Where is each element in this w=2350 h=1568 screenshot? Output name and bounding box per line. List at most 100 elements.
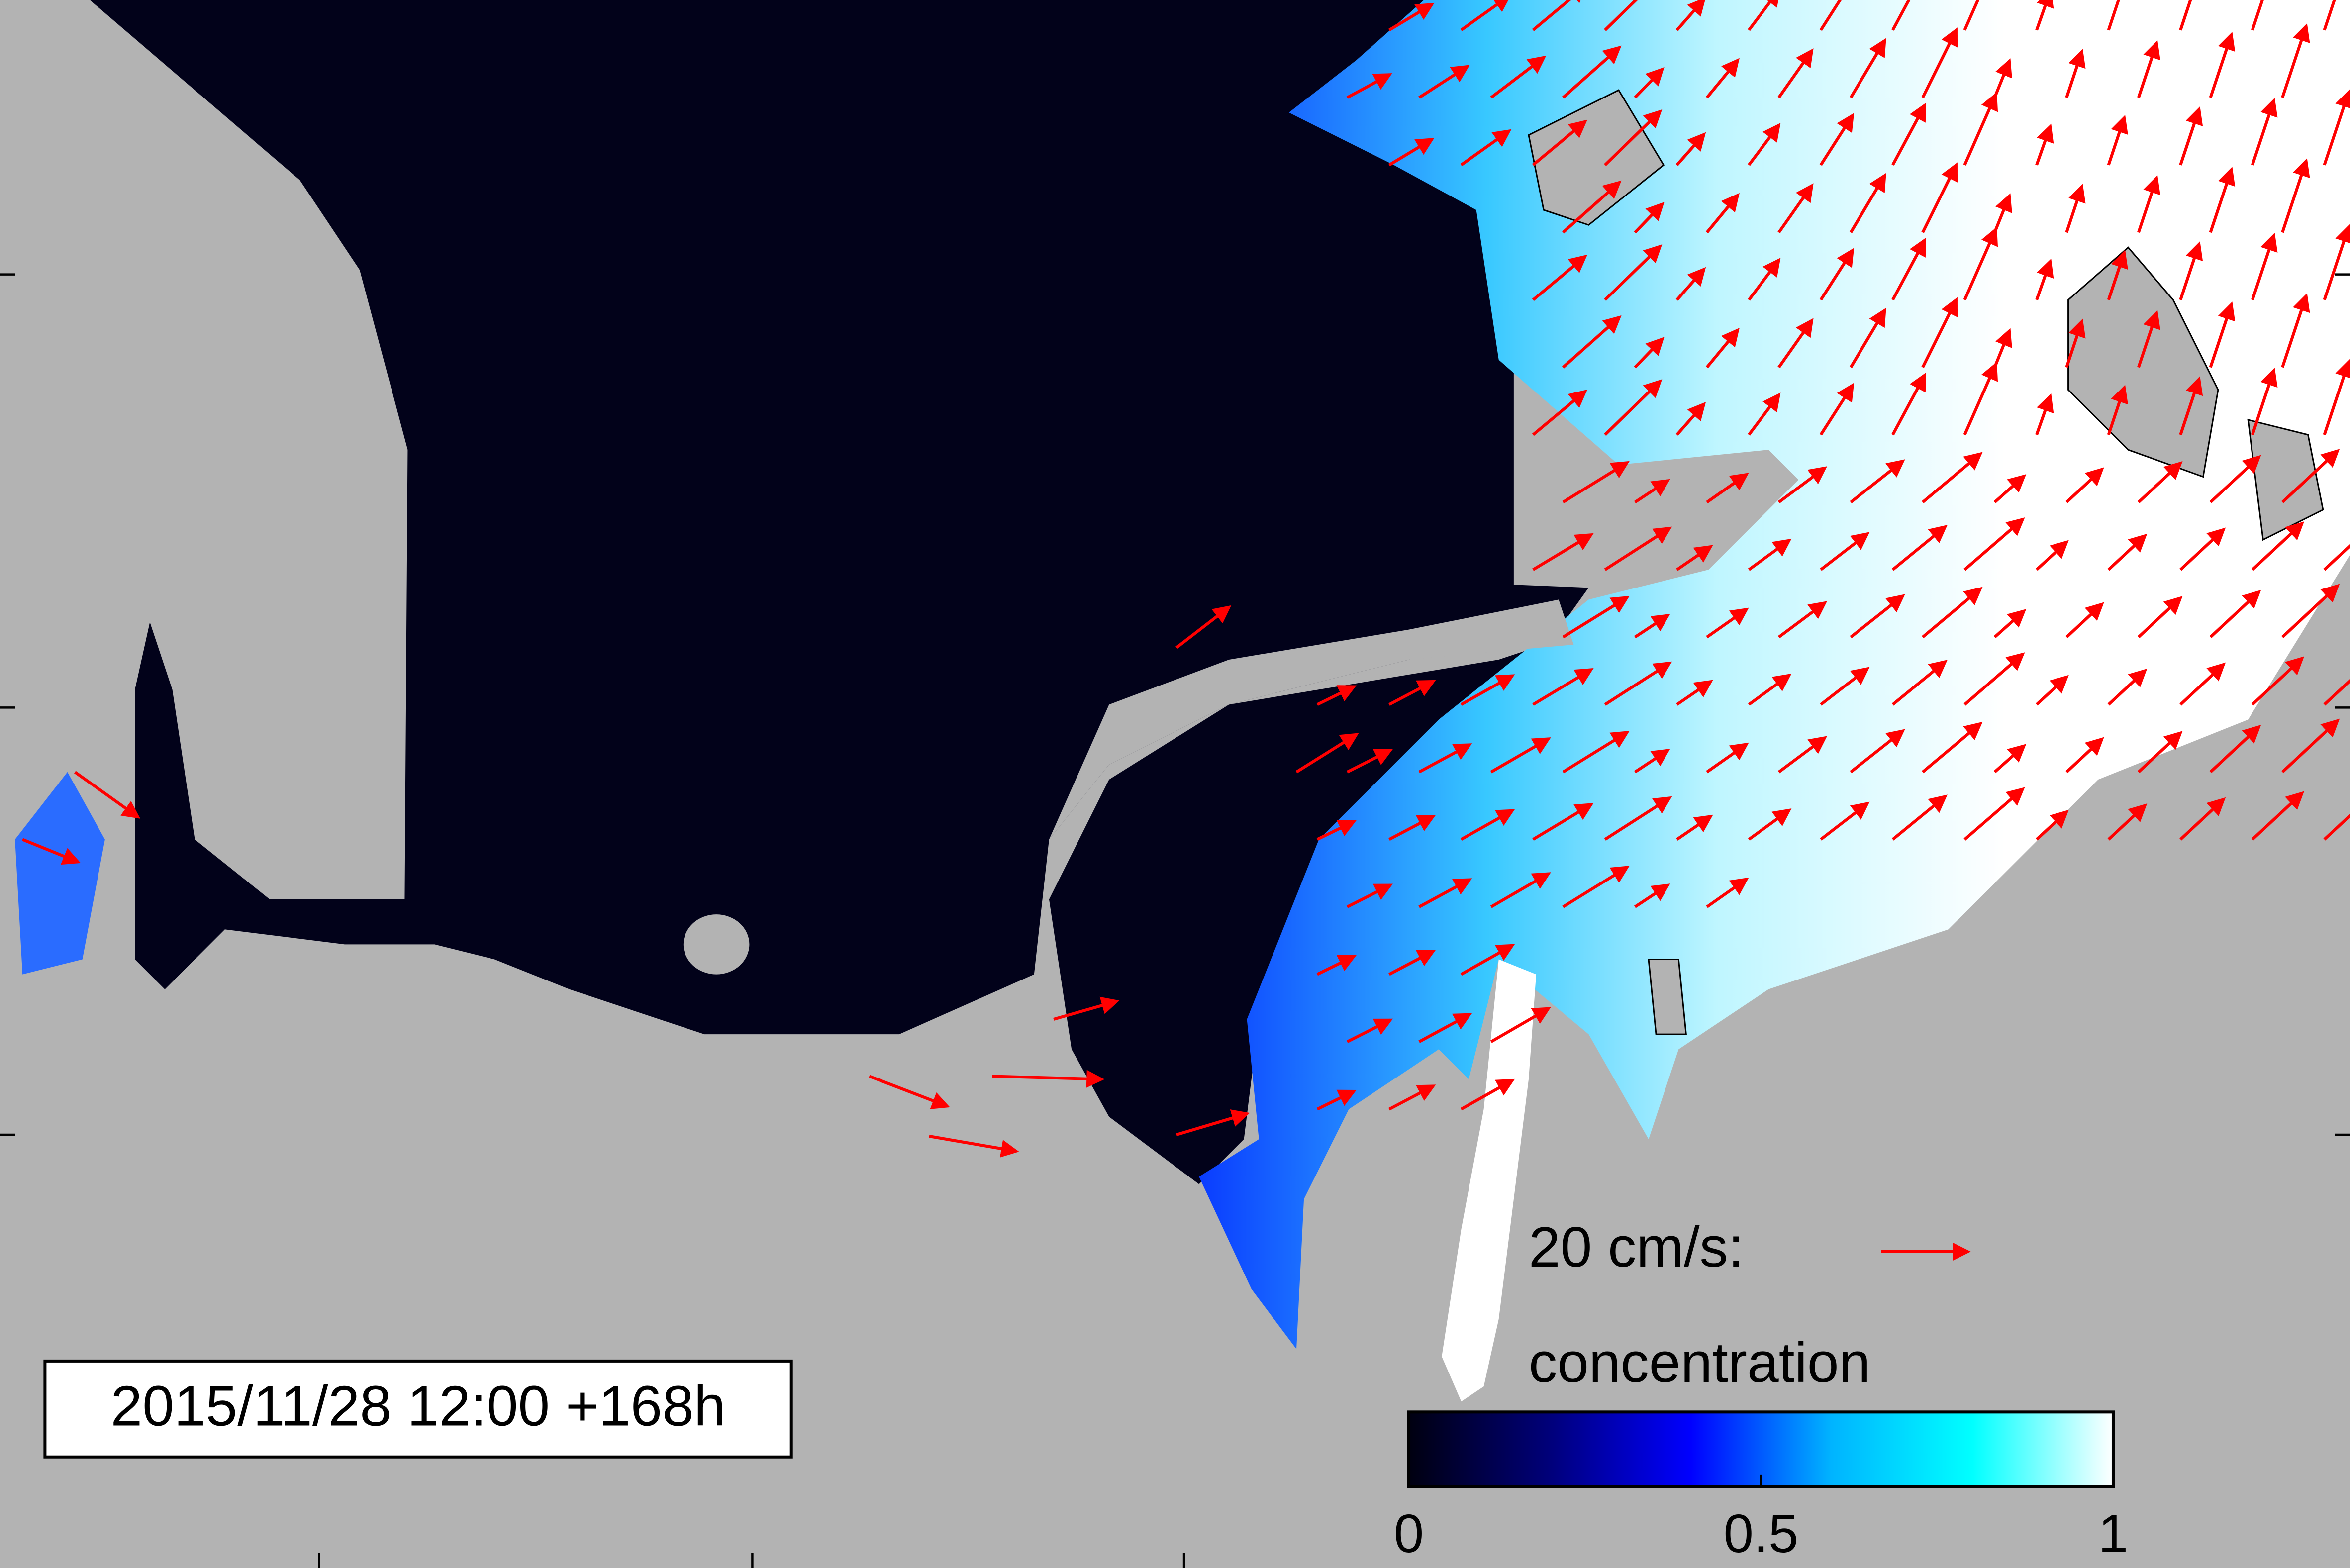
current-arrow <box>1418 743 1472 774</box>
current-arrow <box>1748 392 1781 436</box>
current-arrows <box>22 0 2350 1158</box>
current-arrow <box>1922 452 1983 503</box>
current-arrow <box>1532 119 1588 167</box>
current-arrow <box>1850 729 1905 774</box>
current-arrow <box>1819 0 1842 31</box>
current-arrow <box>2251 791 2304 841</box>
current-arrow <box>2281 718 2340 774</box>
current-arrow <box>1778 736 1827 774</box>
current-arrow <box>2179 376 2203 435</box>
island <box>1528 89 1665 226</box>
current-arrow <box>1706 742 1749 774</box>
current-arrow <box>1490 1007 1551 1043</box>
current-arrow <box>1418 878 1472 908</box>
current-arrow <box>1634 337 1665 369</box>
current-arrow <box>1604 109 1663 166</box>
current-arrow <box>1634 202 1665 234</box>
current-arrow <box>1820 532 1870 571</box>
current-arrow <box>2251 368 2278 435</box>
current-arrow <box>1778 466 1827 504</box>
current-arrow <box>1295 733 1359 774</box>
current-arrow <box>1562 596 1630 639</box>
current-arrow <box>1705 193 1740 234</box>
colorbar-tick-label: 1 <box>2098 1503 2128 1564</box>
current-arrow <box>2323 544 2350 571</box>
current-arrow <box>2251 0 2264 31</box>
current-arrow <box>1705 58 1740 99</box>
current-arrow <box>2035 0 2054 31</box>
current-arrow <box>1850 459 1905 503</box>
current-arrow <box>2323 813 2350 841</box>
island <box>2067 246 2219 478</box>
island <box>1648 958 1687 1035</box>
current-arrow <box>1460 674 1515 706</box>
colorbar-ticks: 0 0.5 1 <box>1394 1474 2128 1564</box>
current-arrow <box>1675 267 1706 301</box>
current-arrow <box>2281 23 2310 98</box>
current-arrow <box>1963 227 1998 301</box>
current-arrow <box>1963 652 2025 706</box>
current-arrow <box>2065 49 2086 98</box>
current-arrow <box>2323 89 2350 166</box>
current-arrow <box>2137 596 2183 638</box>
current-arrow <box>1316 685 1357 706</box>
current-arrow <box>1562 45 1622 99</box>
current-arrow <box>2281 158 2310 233</box>
current-arrow <box>1850 594 1905 639</box>
current-arrow <box>1748 0 1781 31</box>
current-arrow <box>1675 132 1706 166</box>
current-arrow <box>1891 372 1927 436</box>
current-arrow <box>1891 0 1911 31</box>
current-arrow <box>2251 98 2278 166</box>
current-arrow <box>1706 877 1749 908</box>
current-arrow <box>1963 0 1980 31</box>
current-arrow <box>2179 797 2226 841</box>
west-ice <box>15 772 105 975</box>
current-arrow <box>1460 1078 1515 1111</box>
current-arrow <box>2107 803 2148 841</box>
current-arrow <box>1460 129 1512 167</box>
current-arrow <box>2209 455 2261 503</box>
current-arrow <box>1676 814 1713 841</box>
current-arrow <box>2107 385 2128 435</box>
current-arrow <box>1675 401 1706 436</box>
current-arrow <box>2035 393 2054 436</box>
current-arrow <box>2281 449 2340 503</box>
current-arrow <box>1346 1018 1393 1043</box>
current-arrow <box>1748 538 1792 571</box>
current-arrow <box>1705 327 1740 369</box>
current-arrow <box>1388 1084 1436 1111</box>
current-arrow <box>1604 244 1663 301</box>
current-arrow <box>929 1135 1019 1158</box>
current-arrow <box>1562 866 1630 908</box>
current-arrow <box>2323 0 2336 31</box>
current-arrow <box>1819 248 1855 301</box>
current-arrow <box>1748 258 1781 301</box>
current-arrow <box>1963 362 1998 436</box>
current-arrow <box>1891 237 1927 301</box>
current-arrow <box>1388 680 1436 706</box>
current-arrow <box>1388 2 1435 32</box>
current-arrow <box>1777 318 1814 369</box>
current-arrow <box>1634 749 1670 774</box>
current-arrow <box>2137 40 2160 98</box>
current-arrow <box>1993 193 2012 233</box>
current-arrow <box>1819 383 1855 436</box>
timestamp: 2015/11/28 12:00 +168h <box>111 1374 726 1438</box>
current-arrow <box>2323 224 2350 300</box>
current-arrow <box>2179 0 2192 31</box>
current-arrow <box>1891 794 1948 841</box>
current-arrow <box>1993 744 2027 774</box>
current-arrow <box>1388 138 1435 167</box>
current-arrow <box>1532 533 1594 571</box>
current-arrow <box>2251 521 2304 571</box>
current-arrow <box>1604 0 1638 31</box>
current-arrow <box>1891 525 1948 571</box>
current-arrow <box>1706 607 1749 639</box>
current-arrow <box>2281 293 2310 368</box>
current-arrow <box>1993 328 2012 368</box>
current-arrow <box>1993 58 2012 98</box>
current-arrow <box>2179 241 2203 300</box>
peninsula <box>1049 599 1574 840</box>
current-arrow <box>1963 517 2025 571</box>
